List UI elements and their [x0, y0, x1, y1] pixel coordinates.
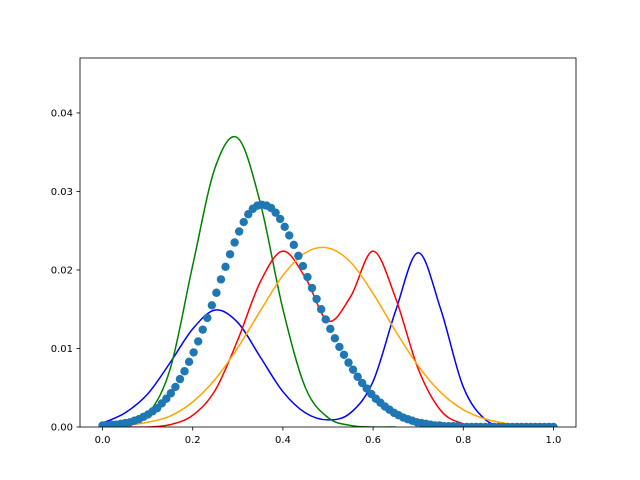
- scatter-point: [303, 272, 312, 282]
- series-line-2: [102, 135, 396, 427]
- scatter-point: [180, 367, 189, 376]
- scatter-point: [348, 365, 358, 374]
- scatter-point: [225, 250, 235, 259]
- scatter-point: [271, 208, 280, 217]
- x-tick-label: 0.4: [275, 435, 291, 446]
- scatter-point: [184, 357, 194, 367]
- scatter-point: [275, 214, 285, 224]
- series-line-3: [102, 250, 554, 427]
- x-axis: 0.0 0.2 0.4 0.6 0.8 1.0: [95, 427, 562, 446]
- y-tick-label: 0.04: [51, 108, 73, 119]
- scatter-point: [344, 358, 353, 367]
- scatter-point: [207, 301, 217, 310]
- scatter-point: [171, 382, 180, 392]
- x-tick-label: 0.6: [365, 435, 381, 446]
- scatter-point: [230, 238, 239, 247]
- scatter-point: [339, 350, 349, 359]
- series-line-4: [102, 246, 554, 427]
- scatter-point: [330, 334, 340, 343]
- y-tick-label: 0.02: [51, 265, 73, 276]
- scatter-point: [285, 231, 294, 240]
- y-tick-label: 0.03: [51, 187, 73, 198]
- x-tick-label: 0.2: [185, 435, 201, 446]
- y-tick-label: 0.00: [51, 423, 73, 434]
- scatter-point: [212, 288, 221, 297]
- scatter-point: [353, 372, 362, 381]
- x-tick-label: 0.8: [455, 435, 471, 446]
- scatter-point: [316, 305, 326, 314]
- scatter-point: [289, 240, 299, 250]
- scatter-point: [294, 251, 303, 261]
- scatter-point: [307, 283, 317, 293]
- scatter-point: [189, 348, 198, 357]
- y-axis: 0.00 0.01 0.02 0.03 0.04: [51, 108, 80, 434]
- scatter-point: [216, 275, 226, 284]
- scatter-point: [166, 389, 176, 398]
- scatter-point: [239, 217, 248, 227]
- scatter-point: [312, 294, 321, 304]
- y-tick-label: 0.01: [51, 344, 73, 355]
- x-tick-label: 1.0: [546, 435, 562, 446]
- scatter-point: [198, 325, 207, 334]
- scatter-point: [175, 374, 185, 384]
- scatter-point: [326, 324, 335, 334]
- x-tick-label: 0.0: [95, 435, 111, 446]
- scatter-point: [298, 261, 308, 271]
- scatter-point: [234, 227, 244, 236]
- series-line-1: [102, 251, 554, 427]
- scatter-point: [321, 315, 330, 324]
- scatter-point: [193, 337, 203, 346]
- scatter-point: [280, 222, 289, 231]
- scatter-point: [335, 342, 344, 352]
- plot-marks: [98, 135, 558, 427]
- plot-frame: [79, 57, 577, 428]
- scatter-point: [203, 313, 212, 323]
- scatter-point: [221, 262, 230, 272]
- scatter-point: [549, 422, 558, 427]
